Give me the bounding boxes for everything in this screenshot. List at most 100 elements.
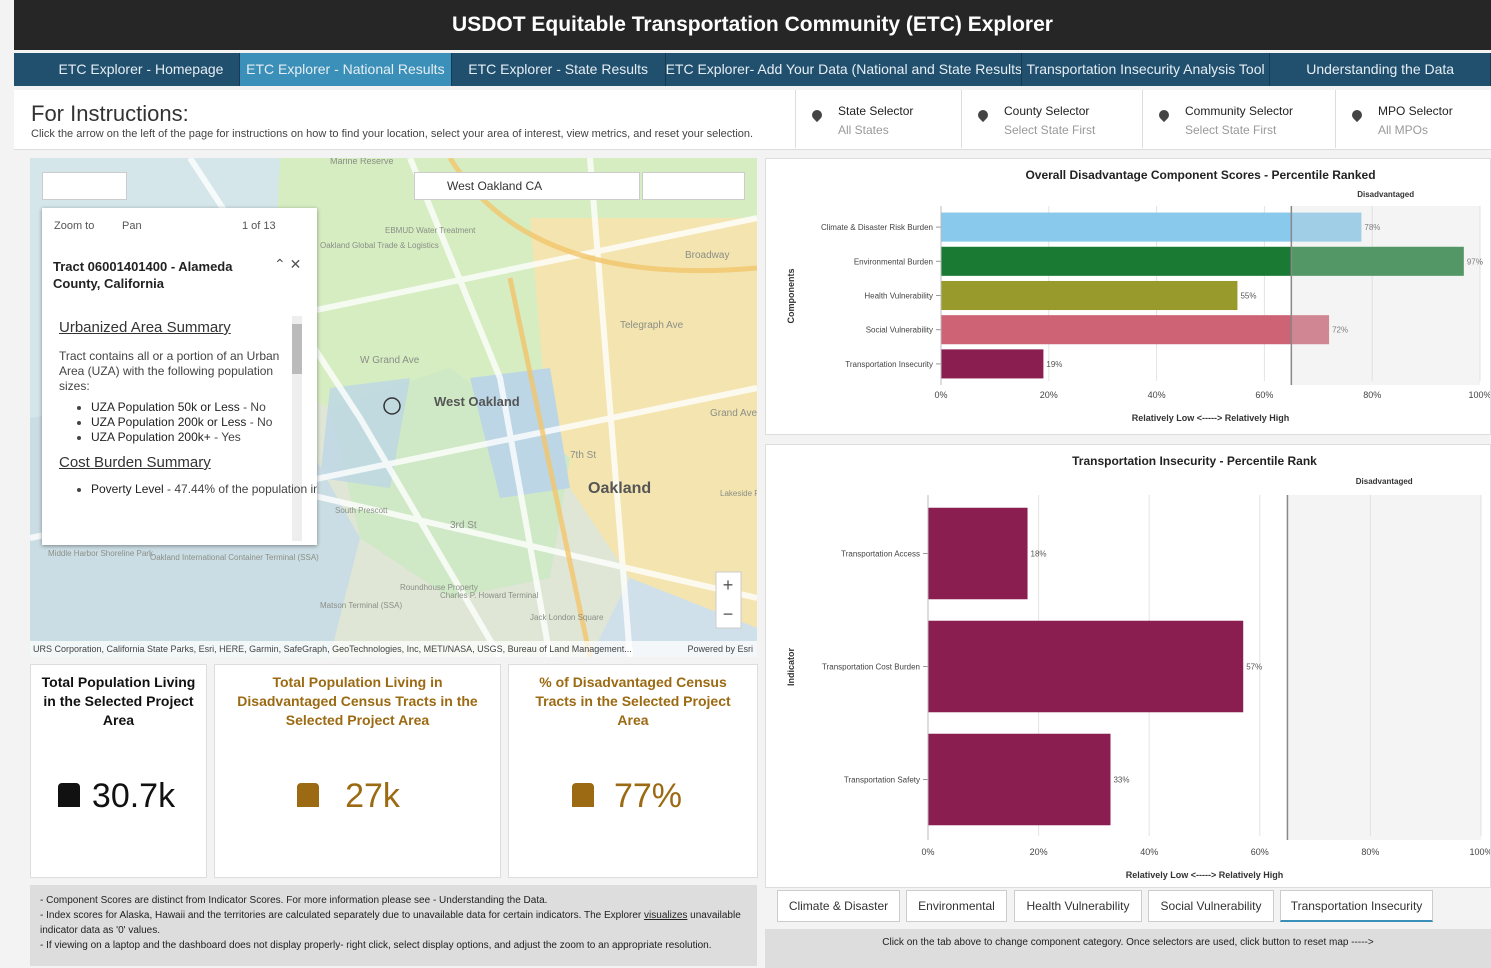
x-tick-label: 80%	[1363, 390, 1381, 400]
nav-tab[interactable]: ETC Explorer - Homepage	[43, 53, 240, 86]
component-tab[interactable]: Social Vulnerability	[1148, 890, 1274, 922]
nav-tab[interactable]: Understanding the Data	[1270, 53, 1491, 86]
selector-sub: Select State First	[1185, 123, 1276, 137]
bullet-value: - 47.44% of the population in the tract …	[164, 482, 317, 496]
category-label: Environmental Burden	[854, 257, 933, 266]
selector-icon	[976, 108, 990, 122]
pager[interactable]: 1 of 13	[242, 220, 276, 232]
map-label: Matson Terminal (SSA)	[320, 601, 402, 610]
nav-tab[interactable]: ETC Explorer- Add Your Data (National an…	[666, 53, 1022, 86]
bullet: UZA Population 200k+ - Yes	[91, 430, 287, 445]
pan[interactable]: Pan	[122, 220, 142, 232]
bar	[941, 315, 1329, 344]
note: - If viewing on a laptop and the dashboa…	[40, 938, 747, 953]
threshold-label: Disadvantaged	[1357, 190, 1414, 199]
selector-label: County Selector	[1004, 104, 1089, 118]
selector[interactable]: Community Selector Select State First	[1142, 90, 1335, 148]
value-label: 18%	[1031, 550, 1047, 559]
selector-icon	[1350, 108, 1364, 122]
selector-icon	[1157, 108, 1171, 122]
map-label: Broadway	[685, 250, 729, 261]
x-tick-label: 40%	[1140, 847, 1158, 857]
bottom-text: Click on the tab above to change compone…	[765, 929, 1491, 968]
note-link[interactable]: visualizes	[644, 910, 687, 921]
component-tab[interactable]: Transportation Insecurity	[1280, 890, 1433, 922]
note-text: - Index scores for Alaska, Hawaii and th…	[40, 910, 644, 921]
bullet-label: UZA Population 200k or Less	[91, 415, 246, 429]
section-title: Urbanized Area Summary	[59, 320, 287, 335]
page: USDOT Equitable Transportation Community…	[0, 0, 1491, 968]
x-axis-label: Relatively Low <-----> Relatively High	[1132, 413, 1290, 423]
stat-value: 30.7k	[61, 777, 206, 816]
popup-title: Tract 06001401400 - Alameda County, Cali…	[53, 258, 253, 292]
selector-icon	[810, 108, 824, 122]
map-label: Charles P. Howard Terminal	[440, 591, 539, 600]
stat-value: 27k	[245, 777, 500, 816]
stat-title: Total Population Living in the Selected …	[41, 673, 196, 730]
map-search[interactable]: West Oakland CA	[414, 172, 640, 200]
disadvantaged-region	[1291, 206, 1480, 385]
component-tab[interactable]: Health Vulnerability	[1014, 890, 1142, 922]
note: - Index scores for Alaska, Hawaii and th…	[40, 908, 747, 938]
chart: Transportation Insecurity - Percentile R…	[766, 445, 1490, 887]
map-label: Lakeside Park	[720, 489, 757, 498]
selector-label: MPO Selector	[1378, 104, 1453, 118]
nav-tab[interactable]: ETC Explorer - State Results	[452, 53, 666, 86]
bullet: UZA Population 200k or Less - No	[91, 415, 287, 430]
zoom-to-text: Zoom to	[54, 220, 94, 232]
bullet-label: Poverty Level	[91, 482, 164, 496]
category-label: Health Vulnerability	[864, 292, 933, 301]
x-axis-label: Relatively Low <-----> Relatively High	[1126, 870, 1284, 880]
bullet-label: UZA Population 50k or Less	[91, 400, 240, 414]
nav-tab[interactable]: ETC Explorer - National Results	[240, 53, 452, 86]
map-label: South Prescott	[335, 506, 388, 515]
stat-card: Total Population Living in Disadvantaged…	[214, 664, 501, 878]
y-axis-label: Components	[786, 269, 796, 324]
svg-text:−: −	[723, 604, 734, 624]
note-text: - If viewing on a laptop and the dashboa…	[40, 940, 712, 951]
zoom-to[interactable]: Zoom to	[54, 220, 94, 232]
component-tab[interactable]: Environmental	[906, 890, 1007, 922]
x-tick-label: 80%	[1361, 847, 1379, 857]
x-tick-label: 100%	[1468, 390, 1490, 400]
map-label: Middle Harbor Shoreline Park	[48, 549, 154, 558]
nav-tab[interactable]: Transportation Insecurity Analysis Tool	[1022, 53, 1270, 86]
bullet-value: - No	[240, 400, 266, 414]
selector-label: Community Selector	[1185, 104, 1293, 118]
category-label: Transportation Insecurity	[845, 360, 933, 369]
selector-sub: Select State First	[1004, 123, 1095, 137]
map-label: Oakland Global Trade & Logistics	[320, 241, 439, 250]
pan-text: Pan	[122, 220, 142, 232]
stat-icon	[297, 783, 319, 807]
map-toolbar[interactable]	[42, 172, 127, 200]
category-label: Social Vulnerability	[866, 326, 933, 335]
x-tick-label: 20%	[1030, 847, 1048, 857]
chart: Overall Disadvantage Component Scores - …	[766, 159, 1490, 434]
note-text: - Component Scores are distinct from Ind…	[40, 895, 547, 906]
chart-panel: Overall Disadvantage Component Scores - …	[765, 158, 1491, 435]
selector[interactable]: County Selector Select State First	[961, 90, 1142, 148]
chart-title: Transportation Insecurity - Percentile R…	[1072, 454, 1317, 468]
x-tick-label: 40%	[1148, 390, 1166, 400]
svg-text:+: +	[723, 575, 734, 595]
category-label: Transportation Cost Burden	[822, 663, 920, 672]
map-tools[interactable]	[642, 172, 745, 200]
stat-icon	[572, 783, 594, 807]
component-tab[interactable]: Climate & Disaster	[777, 890, 900, 922]
map-label: W Grand Ave	[360, 355, 420, 366]
map-label: Oakland International Container Terminal…	[150, 553, 319, 562]
section-text: Tract contains all or a portion of an Ur…	[59, 349, 287, 394]
x-tick-label: 60%	[1255, 390, 1273, 400]
section-title: Cost Burden Summary	[59, 455, 287, 470]
selector-label: State Selector	[838, 104, 913, 118]
chart-panel: Transportation Insecurity - Percentile R…	[765, 444, 1491, 888]
x-tick-label: 20%	[1040, 390, 1058, 400]
stat-card: Total Population Living in the Selected …	[30, 664, 207, 878]
bullet-value: - No	[246, 415, 272, 429]
bullet-value: - Yes	[211, 430, 241, 444]
stat-card: % of Disadvantaged Census Tracts in the …	[508, 664, 758, 878]
stat-title: % of Disadvantaged Census Tracts in the …	[519, 673, 747, 730]
